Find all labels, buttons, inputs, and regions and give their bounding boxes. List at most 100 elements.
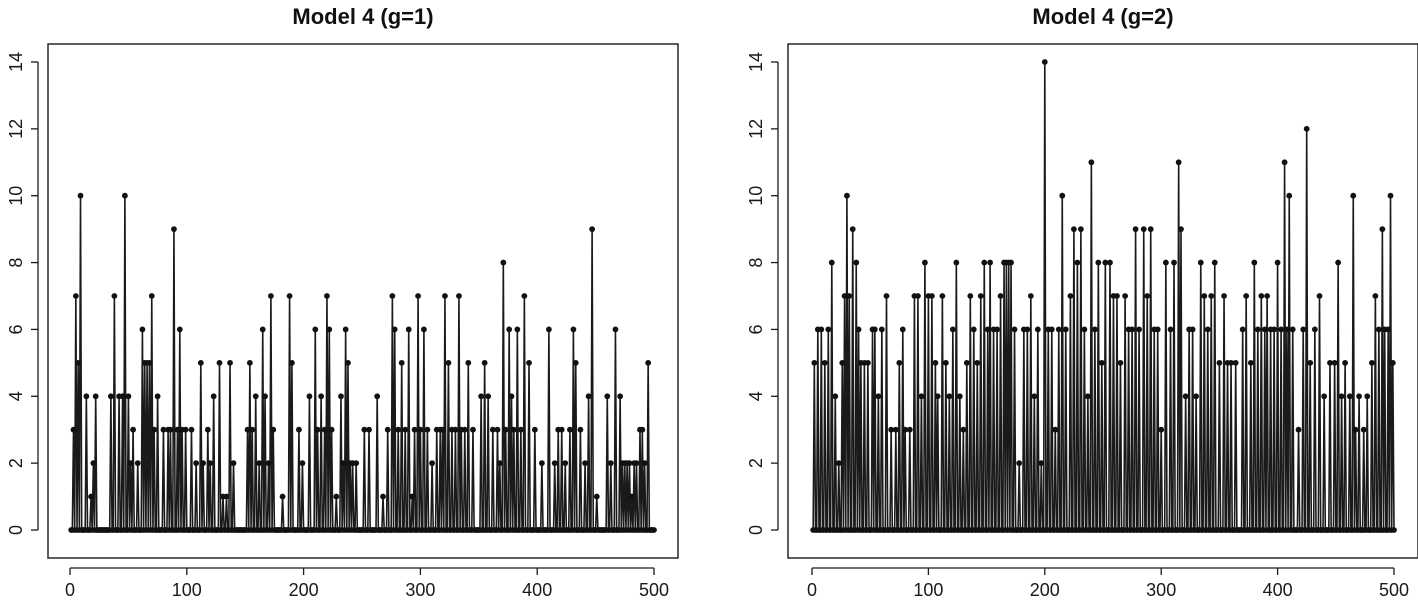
data-point — [1122, 293, 1129, 299]
data-point — [1091, 326, 1098, 333]
data-point — [651, 527, 657, 533]
data-point — [151, 426, 158, 433]
x-tick-label: 400 — [1263, 580, 1293, 600]
x-tick-label: 100 — [172, 580, 202, 600]
data-point — [878, 326, 885, 333]
data-point — [1239, 326, 1246, 333]
data-point — [918, 393, 925, 400]
data-point — [324, 293, 330, 299]
data-point — [353, 460, 360, 467]
data-point — [508, 393, 515, 400]
data-point — [1379, 226, 1386, 233]
data-point — [256, 460, 263, 467]
y-tick-label: 4 — [746, 391, 766, 401]
data-point — [1303, 125, 1310, 132]
data-point — [182, 426, 189, 433]
data-point — [326, 326, 333, 333]
x-tick-label: 200 — [289, 580, 319, 600]
data-point — [1346, 393, 1353, 400]
data-point — [1167, 326, 1174, 333]
data-point — [398, 359, 405, 366]
data-point — [832, 393, 839, 400]
data-point — [380, 493, 386, 500]
data-point — [1243, 293, 1250, 299]
data-point — [1375, 326, 1382, 333]
data-point — [176, 326, 183, 333]
data-point — [1147, 226, 1154, 233]
x-tick-label: 300 — [1146, 580, 1176, 600]
data-point — [374, 393, 381, 400]
data-point — [174, 426, 181, 433]
data-point — [997, 293, 1004, 299]
data-point — [967, 293, 974, 299]
data-point — [270, 426, 277, 433]
data-point — [465, 359, 472, 366]
data-point — [963, 359, 970, 366]
y-tick-label: 10 — [746, 186, 766, 206]
data-point — [871, 326, 878, 333]
data-point — [139, 326, 146, 333]
data-point — [604, 393, 611, 400]
data-point — [286, 293, 293, 299]
plot-frame — [47, 43, 679, 559]
chart-title: Model 4 (g=2) — [1032, 4, 1173, 29]
data-point — [119, 393, 126, 400]
data-point — [1008, 259, 1014, 266]
data-point — [1211, 259, 1218, 266]
data-point — [1193, 393, 1200, 400]
data-point — [841, 293, 848, 299]
data-point — [456, 293, 462, 299]
data-point — [949, 326, 956, 333]
y-tick-label: 6 — [6, 324, 26, 334]
data-point — [415, 293, 421, 299]
data-point — [77, 192, 84, 199]
data-point — [1264, 293, 1271, 299]
y-tick-label: 0 — [746, 525, 766, 535]
data-point — [83, 393, 90, 400]
data-point — [442, 293, 448, 299]
data-point — [1284, 326, 1290, 333]
data-point — [839, 359, 846, 366]
data-point — [92, 393, 99, 400]
data-point — [1281, 159, 1288, 166]
data-point — [1360, 426, 1367, 433]
data-point — [585, 393, 592, 400]
data-point — [1175, 159, 1182, 166]
data-point — [1088, 159, 1095, 166]
data-point — [494, 426, 501, 433]
data-point — [478, 393, 485, 400]
data-point — [148, 293, 155, 299]
data-point — [312, 326, 319, 333]
data-point — [452, 426, 459, 433]
data-point — [1356, 393, 1362, 400]
data-point — [939, 293, 946, 299]
data-point — [864, 359, 871, 366]
data-point — [915, 293, 921, 299]
data-point — [1300, 326, 1307, 333]
data-point — [1364, 393, 1371, 400]
data-marks — [68, 192, 657, 533]
data-point — [811, 359, 818, 366]
data-point — [1391, 527, 1397, 533]
data-point — [928, 293, 935, 299]
data-point — [197, 359, 204, 366]
y-tick-label: 2 — [746, 458, 766, 468]
data-point — [984, 326, 991, 333]
data-point — [1016, 460, 1023, 467]
data-point — [210, 393, 217, 400]
data-point — [582, 460, 588, 467]
data-point — [828, 259, 835, 266]
data-point — [1107, 259, 1113, 266]
data-point — [1352, 426, 1359, 433]
data-point — [1307, 359, 1314, 366]
data-point — [974, 359, 981, 366]
data-point — [1055, 326, 1062, 333]
data-point — [538, 460, 545, 467]
data-point — [134, 460, 141, 467]
data-point — [470, 426, 476, 433]
data-point — [204, 426, 211, 433]
data-point — [88, 493, 94, 500]
data-point — [922, 259, 928, 266]
data-point — [342, 326, 349, 333]
